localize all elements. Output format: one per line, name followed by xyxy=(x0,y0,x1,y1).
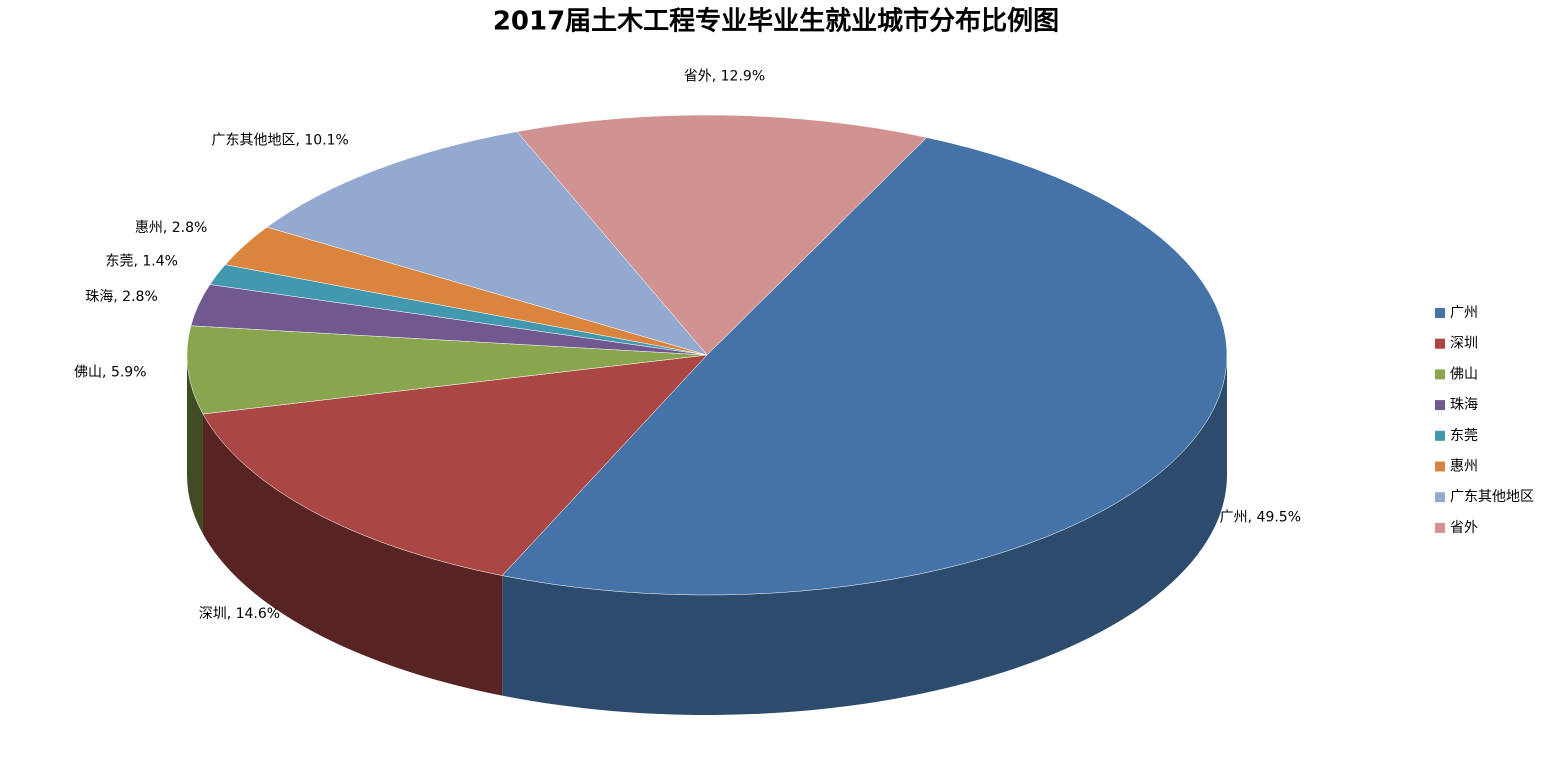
labels: 广州, 49.5% 深圳, 14.6% 佛山, 5.9% 珠海, 2.8% 东莞, 1.… xyxy=(74,69,1301,622)
legend-label: 省外 xyxy=(1450,520,1478,536)
chart-title: 2017届土木工程专业毕业生就业城市分布比例图 xyxy=(493,6,1059,37)
pie-slice xyxy=(501,137,1228,596)
legend-swatch xyxy=(1435,369,1445,380)
legend-label: 广东其他地区 xyxy=(1450,489,1534,505)
walls xyxy=(187,355,1227,716)
legend-swatch xyxy=(1435,492,1445,503)
legend-swatch xyxy=(1435,522,1445,533)
legend-label: 深圳 xyxy=(1450,336,1478,352)
pie-side xyxy=(502,355,1227,716)
legend-swatch xyxy=(1435,308,1445,318)
data-label: 惠州, 2.8% xyxy=(135,220,207,236)
legend-label: 佛山 xyxy=(1450,366,1478,382)
pie-slice xyxy=(202,354,708,576)
data-label: 省外, 12.9% xyxy=(684,69,765,85)
pie-slice xyxy=(516,114,928,356)
data-label: 佛山, 5.9% xyxy=(74,365,146,381)
pie-side xyxy=(202,414,503,696)
legend-label: 广州 xyxy=(1450,305,1478,321)
legend-swatch xyxy=(1435,430,1445,441)
legend-label: 东莞 xyxy=(1450,428,1478,444)
data-label: 广州, 49.5% xyxy=(1220,510,1301,526)
legend-label: 珠海 xyxy=(1450,397,1478,413)
legend-swatch xyxy=(1435,400,1445,411)
pie-slice xyxy=(266,131,708,356)
legend-swatch xyxy=(1435,338,1445,349)
pie-side xyxy=(187,355,203,535)
data-label: 深圳, 14.6% xyxy=(199,606,280,622)
data-label: 珠海, 2.8% xyxy=(85,289,157,305)
legend-label: 惠州 xyxy=(1450,459,1478,475)
data-label: 东莞, 1.4% xyxy=(105,254,177,270)
tops xyxy=(186,114,1228,596)
legend-swatch xyxy=(1435,461,1445,472)
data-label: 广东其他地区, 10.1% xyxy=(211,133,348,149)
